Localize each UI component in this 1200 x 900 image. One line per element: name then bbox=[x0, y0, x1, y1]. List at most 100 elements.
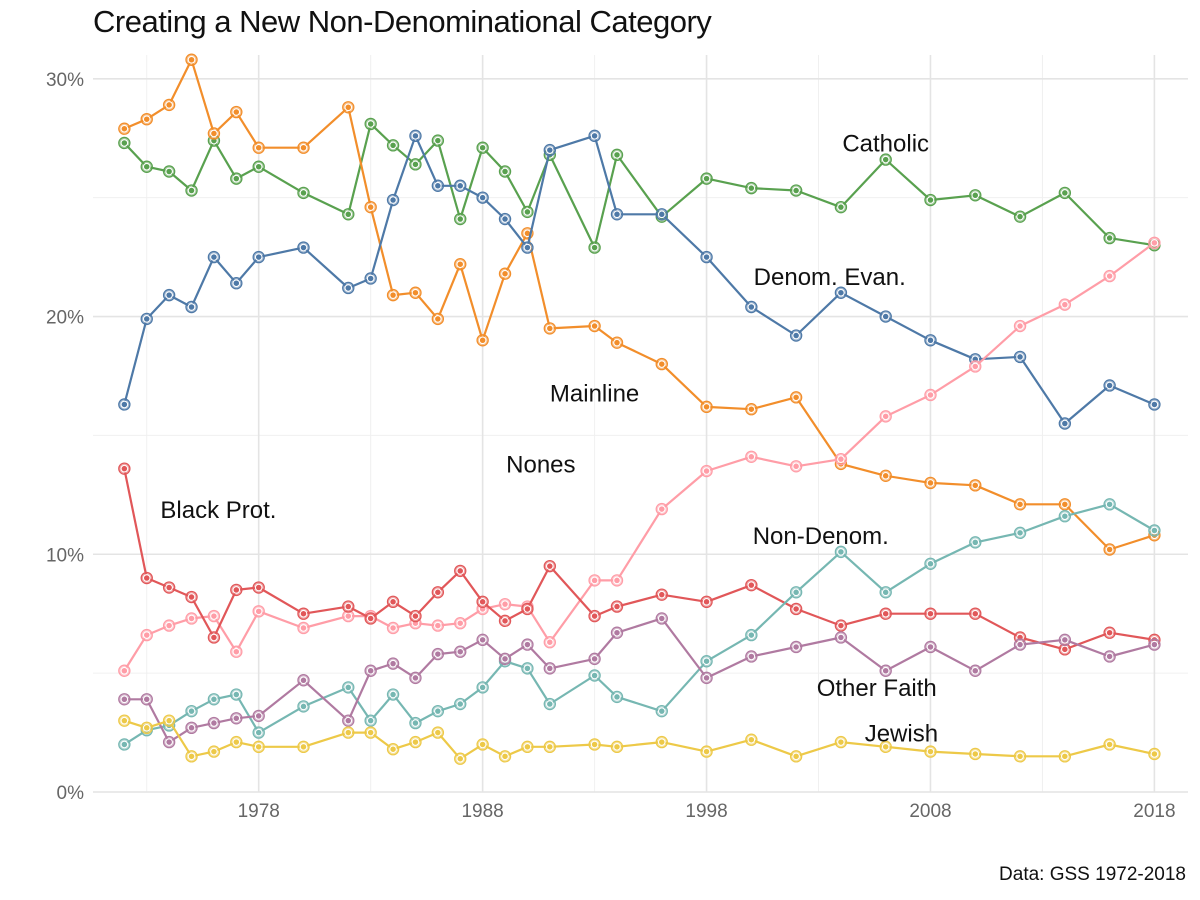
data-point bbox=[879, 607, 892, 620]
data-point bbox=[1058, 750, 1072, 763]
data-point bbox=[588, 574, 601, 587]
series-label: Catholic bbox=[842, 131, 929, 158]
data-point bbox=[476, 595, 489, 609]
data-point bbox=[252, 740, 265, 754]
data-point bbox=[230, 105, 243, 119]
data-point bbox=[297, 674, 310, 687]
data-point bbox=[969, 664, 982, 677]
data-point bbox=[1013, 526, 1027, 540]
series-line bbox=[123, 122, 1155, 249]
data-point bbox=[655, 612, 668, 625]
data-point bbox=[454, 617, 467, 630]
x-tick-label: 1988 bbox=[461, 801, 503, 822]
data-point bbox=[431, 312, 445, 326]
data-point bbox=[364, 612, 377, 625]
data-point bbox=[342, 714, 355, 727]
data-point bbox=[1103, 543, 1116, 556]
data-point bbox=[655, 208, 668, 221]
data-point bbox=[1103, 269, 1116, 283]
series-denom-evan bbox=[118, 129, 1161, 430]
data-point bbox=[789, 586, 803, 599]
data-point bbox=[924, 607, 937, 620]
data-point bbox=[1103, 379, 1116, 392]
series-black-prot bbox=[118, 462, 1161, 656]
data-point bbox=[1058, 498, 1072, 511]
data-point bbox=[364, 726, 377, 739]
data-point bbox=[118, 664, 131, 677]
data-point bbox=[834, 631, 848, 644]
data-point bbox=[207, 745, 221, 758]
data-point bbox=[610, 626, 624, 639]
data-point bbox=[879, 410, 892, 423]
data-point bbox=[543, 143, 557, 157]
data-point bbox=[252, 605, 265, 618]
data-point bbox=[610, 740, 624, 754]
data-point bbox=[498, 267, 512, 280]
data-point bbox=[185, 590, 198, 604]
data-point bbox=[655, 357, 668, 371]
data-point bbox=[1058, 417, 1072, 430]
data-point bbox=[1013, 750, 1027, 763]
data-point bbox=[431, 179, 445, 192]
data-point bbox=[409, 158, 422, 171]
data-point bbox=[745, 403, 758, 416]
data-point bbox=[588, 129, 601, 143]
data-point bbox=[386, 657, 400, 670]
data-point bbox=[118, 462, 131, 475]
data-point bbox=[543, 740, 557, 754]
data-point bbox=[162, 98, 176, 112]
data-point bbox=[543, 662, 557, 675]
data-point bbox=[185, 721, 198, 735]
data-point bbox=[789, 184, 803, 197]
data-point bbox=[185, 612, 198, 625]
data-point bbox=[476, 738, 489, 751]
series-label: Nones bbox=[506, 452, 575, 479]
data-point bbox=[409, 609, 422, 623]
data-point bbox=[207, 127, 221, 140]
series-label: Other Faith bbox=[817, 675, 937, 702]
data-point bbox=[789, 329, 803, 342]
data-point bbox=[118, 714, 131, 727]
data-point bbox=[118, 398, 131, 411]
x-tick-label: 2018 bbox=[1133, 801, 1175, 822]
data-point bbox=[655, 704, 668, 718]
data-point bbox=[1058, 510, 1072, 523]
data-point bbox=[342, 600, 355, 613]
data-point bbox=[789, 391, 803, 404]
data-point bbox=[834, 286, 848, 299]
data-point bbox=[610, 690, 624, 704]
data-point bbox=[745, 733, 758, 746]
data-point bbox=[162, 735, 176, 749]
data-point bbox=[543, 559, 557, 573]
data-point bbox=[140, 628, 153, 642]
data-point bbox=[454, 645, 467, 658]
data-point bbox=[162, 714, 176, 727]
data-point bbox=[230, 712, 243, 725]
data-point bbox=[140, 693, 153, 706]
data-point bbox=[1058, 643, 1072, 656]
data-point bbox=[745, 650, 758, 663]
data-point bbox=[924, 557, 937, 570]
series-line bbox=[124, 617, 1155, 744]
data-point bbox=[700, 655, 713, 668]
data-point bbox=[969, 536, 982, 549]
data-point bbox=[185, 704, 198, 718]
data-point bbox=[789, 750, 803, 763]
series-catholic bbox=[118, 117, 1161, 254]
data-point bbox=[297, 700, 310, 713]
data-point bbox=[543, 697, 557, 711]
series-mainline bbox=[118, 53, 1161, 556]
data-point bbox=[386, 139, 400, 152]
data-point bbox=[454, 179, 467, 192]
data-point bbox=[610, 600, 624, 613]
x-tick-label: 2008 bbox=[909, 801, 951, 822]
data-point bbox=[700, 671, 713, 685]
data-point bbox=[498, 614, 512, 628]
data-point bbox=[162, 165, 176, 178]
data-point bbox=[386, 688, 400, 701]
data-point bbox=[409, 129, 422, 143]
data-point bbox=[1013, 350, 1027, 364]
data-point bbox=[185, 750, 198, 763]
data-point bbox=[879, 740, 892, 754]
data-point bbox=[252, 141, 265, 154]
